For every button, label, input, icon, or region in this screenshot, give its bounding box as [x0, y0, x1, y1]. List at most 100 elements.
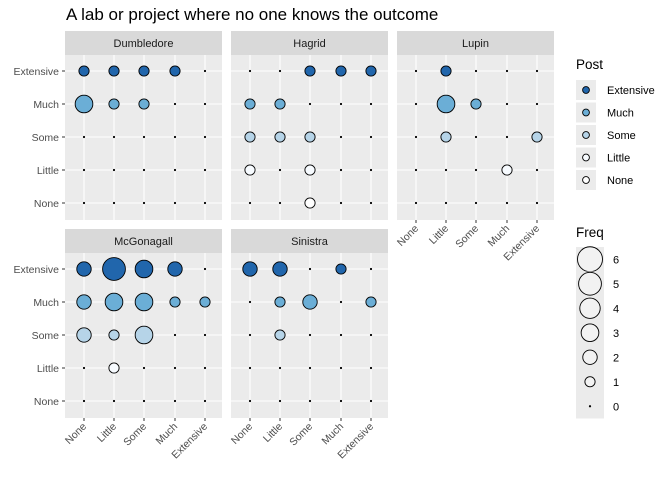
data-point-hagrid-some-extensive [369, 135, 373, 139]
panel-lupin: Lupin [397, 31, 554, 220]
x-tick-label: Some [287, 421, 315, 449]
data-point-lupin-extensive-much [505, 69, 509, 73]
legend-freq-label: 6 [613, 254, 619, 266]
data-point-sinistra-some-none [248, 333, 252, 337]
data-point-hagrid-extensive-much [335, 65, 347, 77]
data-point-mcgonagall-none-some [142, 399, 146, 403]
data-point-lupin-some-much [505, 135, 509, 139]
data-point-hagrid-much-extensive [369, 102, 373, 106]
data-point-dumbledore-some-little [112, 135, 116, 139]
data-point-dumbledore-much-some [138, 98, 150, 110]
data-point-mcgonagall-extensive-some [134, 259, 154, 279]
data-point-lupin-extensive-little [440, 65, 452, 77]
data-point-lupin-much-much [505, 102, 509, 106]
data-point-lupin-some-little [440, 131, 452, 143]
x-tick-label: None [63, 421, 89, 447]
x-tick-label: Little [95, 421, 119, 445]
data-point-dumbledore-none-little [112, 201, 116, 205]
legend-freq-swatch [580, 323, 600, 343]
data-point-mcgonagall-little-much [173, 366, 177, 370]
panel-hagrid: Hagrid [231, 31, 388, 220]
data-point-mcgonagall-some-extensive [203, 333, 207, 337]
legend-freq-label: 0 [613, 401, 619, 413]
data-point-lupin-none-much [505, 201, 509, 205]
data-point-mcgonagall-none-none [82, 399, 86, 403]
panel-strip-label: Lupin [462, 38, 489, 50]
data-point-dumbledore-little-extensive [203, 168, 207, 172]
data-point-hagrid-extensive-some [304, 65, 316, 77]
data-point-dumbledore-some-some [142, 135, 146, 139]
data-point-hagrid-little-some [304, 164, 316, 176]
data-point-lupin-much-extensive [535, 102, 539, 106]
data-point-sinistra-little-little [278, 366, 282, 370]
x-tick-label: Little [427, 223, 451, 247]
legend-freq-label: 5 [613, 279, 619, 291]
data-point-hagrid-little-little [278, 168, 282, 172]
data-point-mcgonagall-much-none [76, 294, 92, 310]
x-tick-label: Little [261, 421, 285, 445]
y-tick-label: Some [32, 132, 60, 144]
data-point-lupin-much-little [436, 94, 456, 114]
legend-freq-label: 4 [613, 303, 619, 315]
data-point-sinistra-extensive-little [272, 261, 288, 277]
data-point-sinistra-extensive-some [308, 267, 312, 271]
legend-post-label: Little [607, 153, 630, 165]
data-point-sinistra-much-some [302, 294, 318, 310]
data-point-hagrid-none-none [248, 201, 252, 205]
data-point-dumbledore-extensive-little [108, 65, 120, 77]
data-point-sinistra-some-much [339, 333, 343, 337]
legend-freq-title: Freq [576, 225, 604, 240]
data-point-hagrid-much-some [308, 102, 312, 106]
data-point-mcgonagall-much-little [104, 292, 124, 312]
data-point-hagrid-none-little [278, 201, 282, 205]
data-point-sinistra-some-extensive [369, 333, 373, 337]
data-point-dumbledore-little-little [112, 168, 116, 172]
data-point-hagrid-some-little [274, 131, 286, 143]
panel-strip-label: Hagrid [293, 38, 325, 50]
data-point-mcgonagall-none-extensive [203, 399, 207, 403]
data-point-hagrid-some-some [304, 131, 316, 143]
panel-strip-label: Dumbledore [114, 38, 174, 50]
data-point-lupin-some-extensive [531, 131, 543, 143]
x-tick-label: Much [153, 421, 180, 448]
y-tick-label: Extensive [13, 66, 59, 78]
data-point-sinistra-none-little [278, 399, 282, 403]
data-point-mcgonagall-some-little [108, 329, 120, 341]
legend-freq-swatch [588, 405, 592, 408]
data-point-lupin-little-much [501, 164, 513, 176]
data-point-hagrid-extensive-none [248, 69, 252, 73]
data-point-lupin-none-extensive [535, 201, 539, 205]
data-point-hagrid-much-none [244, 98, 256, 110]
data-point-sinistra-extensive-none [242, 261, 258, 277]
data-point-sinistra-extensive-much [335, 263, 347, 275]
legend-post-swatch [582, 131, 590, 139]
data-point-mcgonagall-extensive-little [102, 257, 126, 281]
x-tick-label: Much [319, 421, 346, 448]
data-point-mcgonagall-much-much [169, 296, 181, 308]
y-tick-label: Extensive [13, 264, 59, 276]
legend-post-swatch [582, 86, 590, 94]
legend-freq: Freq 6 5 4 3 2 1 0 [576, 225, 619, 419]
data-point-lupin-extensive-some [474, 69, 478, 73]
data-point-mcgonagall-none-little [112, 399, 116, 403]
data-point-sinistra-much-none [248, 300, 252, 304]
data-point-hagrid-much-much [339, 102, 343, 106]
data-point-hagrid-none-much [339, 201, 343, 205]
data-point-dumbledore-extensive-much [169, 65, 181, 77]
data-point-sinistra-none-much [339, 399, 343, 403]
legend-post-label: Some [607, 130, 636, 142]
data-point-hagrid-little-extensive [369, 168, 373, 172]
x-tick-label: Much [485, 223, 512, 250]
y-axes: None Little Some Much Extensive None Little Som… [13, 66, 65, 408]
data-point-hagrid-none-extensive [369, 201, 373, 205]
data-point-hagrid-little-much [339, 168, 343, 172]
y-tick-label: Little [37, 165, 59, 177]
data-point-mcgonagall-extensive-none [76, 261, 92, 277]
data-point-hagrid-some-none [244, 131, 256, 143]
data-point-sinistra-little-much [339, 366, 343, 370]
data-point-mcgonagall-little-none [82, 366, 86, 370]
data-point-dumbledore-much-little [108, 98, 120, 110]
data-point-sinistra-little-extensive [369, 366, 373, 370]
data-point-lupin-none-little [444, 201, 448, 205]
data-point-sinistra-none-none [248, 399, 252, 403]
